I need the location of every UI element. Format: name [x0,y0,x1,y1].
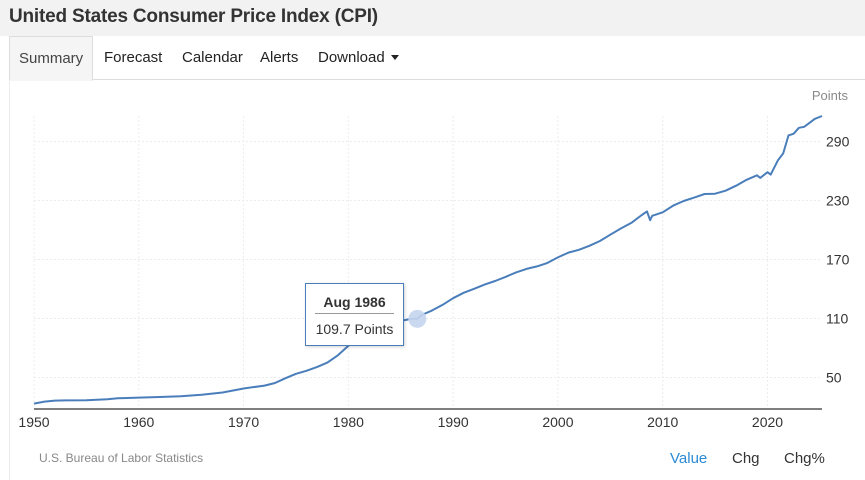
chart-series [33,115,823,405]
mode-chg-button[interactable]: Chg [732,450,760,467]
tooltip-value: 109.7 Points [315,321,394,337]
tooltip-date: Aug 1986 [323,294,386,310]
series-line-cpi [33,115,823,405]
x-tick-label-2000: 2000 [542,414,573,430]
units-label: Points [811,88,848,103]
x-tick-label-2010: 2010 [647,414,678,430]
tooltip-divider [315,313,394,314]
title-bar: United States Consumer Price Index (CPI) [0,0,865,36]
x-tick-label-1950: 1950 [18,414,49,430]
mode-value-button[interactable]: Value [670,450,708,467]
x-tick-label-1970: 1970 [228,414,259,430]
highlight-point-marker [408,309,427,328]
chart-grid [33,116,822,410]
chart-tooltip: Aug 1986 109.7 Points [305,283,404,346]
chart-tick-labels: 1950 1960 1970 1980 1990 2000 2010 2020 50 110 170… [18,134,849,430]
tab-summary[interactable]: Summary [9,36,94,81]
y-tick-label-50: 50 [826,370,842,386]
tab-calendar[interactable]: Calendar [182,49,243,66]
x-tick-label-2020: 2020 [752,414,783,430]
x-tick-label-1960: 1960 [123,414,154,430]
tab-download[interactable]: Download [318,36,399,80]
caret-down-icon [390,54,399,60]
x-tick-label-1980: 1980 [333,414,364,430]
y-tick-label-230: 230 [826,193,850,209]
mode-chg-pct-button[interactable]: Chg% [784,450,825,467]
tab-bar: Summary Forecast Calendar Alerts Downloa… [9,36,865,81]
y-tick-label-290: 290 [826,134,850,150]
x-tick-label-1990: 1990 [438,414,469,430]
page-title: United States Consumer Price Index (CPI) [9,6,378,27]
chart-panel [9,80,865,480]
tab-download-label: Download [318,49,385,66]
y-tick-label-110: 110 [826,311,849,327]
tab-forecast[interactable]: Forecast [104,49,163,66]
data-source: U.S. Bureau of Labor Statistics [39,451,204,465]
tab-alerts[interactable]: Alerts [260,49,299,66]
y-tick-label-170: 170 [826,252,850,268]
